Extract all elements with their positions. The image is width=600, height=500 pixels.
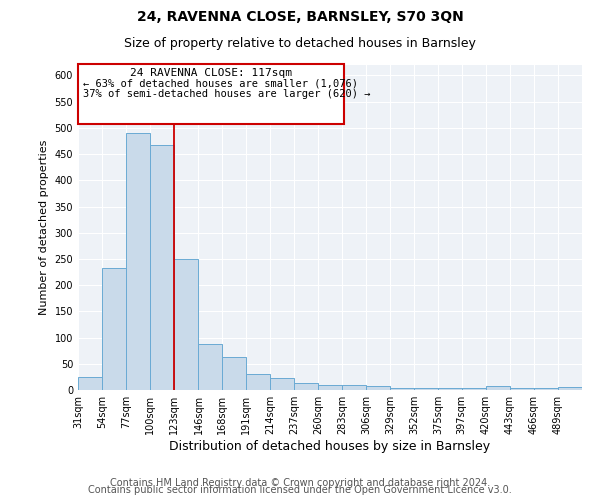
Text: Size of property relative to detached houses in Barnsley: Size of property relative to detached ho…	[124, 38, 476, 51]
Text: Contains public sector information licensed under the Open Government Licence v3: Contains public sector information licen…	[88, 485, 512, 495]
Bar	[245, 374, 270, 390]
Bar	[558, 388, 582, 390]
Text: ← 63% of detached houses are smaller (1,076): ← 63% of detached houses are smaller (1,…	[83, 78, 358, 88]
Bar	[78, 377, 102, 390]
X-axis label: Distribution of detached houses by size in Barnsley: Distribution of detached houses by size …	[169, 440, 491, 453]
Bar	[439, 388, 461, 390]
Bar	[485, 386, 510, 390]
Bar	[461, 388, 485, 390]
Bar	[270, 378, 294, 390]
Y-axis label: Number of detached properties: Number of detached properties	[39, 140, 49, 315]
Bar	[150, 144, 175, 390]
Bar	[318, 385, 342, 390]
Bar	[126, 133, 150, 390]
Text: 24 RAVENNA CLOSE: 117sqm: 24 RAVENNA CLOSE: 117sqm	[130, 68, 292, 78]
Bar	[221, 357, 245, 390]
Text: 37% of semi-detached houses are larger (620) →: 37% of semi-detached houses are larger (…	[83, 90, 371, 100]
Bar	[415, 388, 439, 390]
Text: Contains HM Land Registry data © Crown copyright and database right 2024.: Contains HM Land Registry data © Crown c…	[110, 478, 490, 488]
Bar	[294, 383, 318, 390]
Bar	[199, 344, 221, 390]
FancyBboxPatch shape	[78, 64, 344, 124]
Bar	[390, 388, 415, 390]
Text: 24, RAVENNA CLOSE, BARNSLEY, S70 3QN: 24, RAVENNA CLOSE, BARNSLEY, S70 3QN	[137, 10, 463, 24]
Bar	[534, 388, 558, 390]
Bar	[342, 385, 366, 390]
Bar	[510, 388, 534, 390]
Bar	[366, 386, 390, 390]
Bar	[102, 268, 126, 390]
Bar	[175, 259, 199, 390]
